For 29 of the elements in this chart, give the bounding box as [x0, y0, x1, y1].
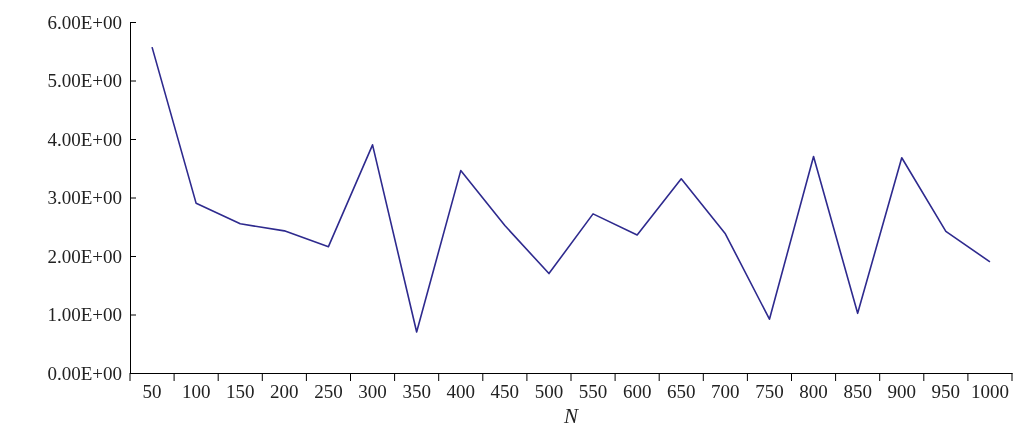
- x-tick-label: 850: [843, 381, 872, 403]
- x-tick-label: 450: [490, 381, 520, 403]
- line-series: [151, 46, 991, 333]
- x-tick-label: 800: [799, 381, 828, 403]
- x-tick-label: 600: [622, 381, 652, 403]
- x-tick-label: 150: [226, 381, 255, 403]
- x-tick-label: 200: [270, 381, 299, 403]
- x-tick-label: 500: [534, 381, 564, 403]
- y-tick-label: 1.00E+00: [47, 304, 122, 326]
- x-tick-label: 100: [181, 381, 211, 403]
- x-axis-title: N: [562, 404, 579, 428]
- y-tick-label: 5.00E+00: [47, 70, 122, 92]
- x-tick-label: 700: [711, 381, 740, 403]
- y-tick-label: 6.00E+00: [47, 11, 122, 33]
- x-tick-label: 750: [755, 381, 784, 403]
- y-tick-label: 3.00E+00: [47, 187, 122, 209]
- x-tick-label: 950: [931, 381, 961, 403]
- x-tick-label: 50: [142, 381, 162, 403]
- x-tick-label: 1000: [970, 381, 1009, 403]
- x-tick-label: 900: [887, 381, 916, 403]
- x-tick-label: 400: [446, 381, 475, 403]
- y-tick-label: 0.00E+00: [47, 362, 122, 384]
- x-tick-label: 550: [578, 381, 608, 403]
- x-tick-label: 300: [358, 381, 387, 403]
- y-tick-label: 2.00E+00: [47, 245, 122, 267]
- y-tick-label: 4.00E+00: [47, 128, 122, 150]
- x-tick-label: 350: [402, 381, 431, 403]
- x-tick-label: 250: [314, 381, 343, 403]
- x-tick-label: 650: [667, 381, 696, 403]
